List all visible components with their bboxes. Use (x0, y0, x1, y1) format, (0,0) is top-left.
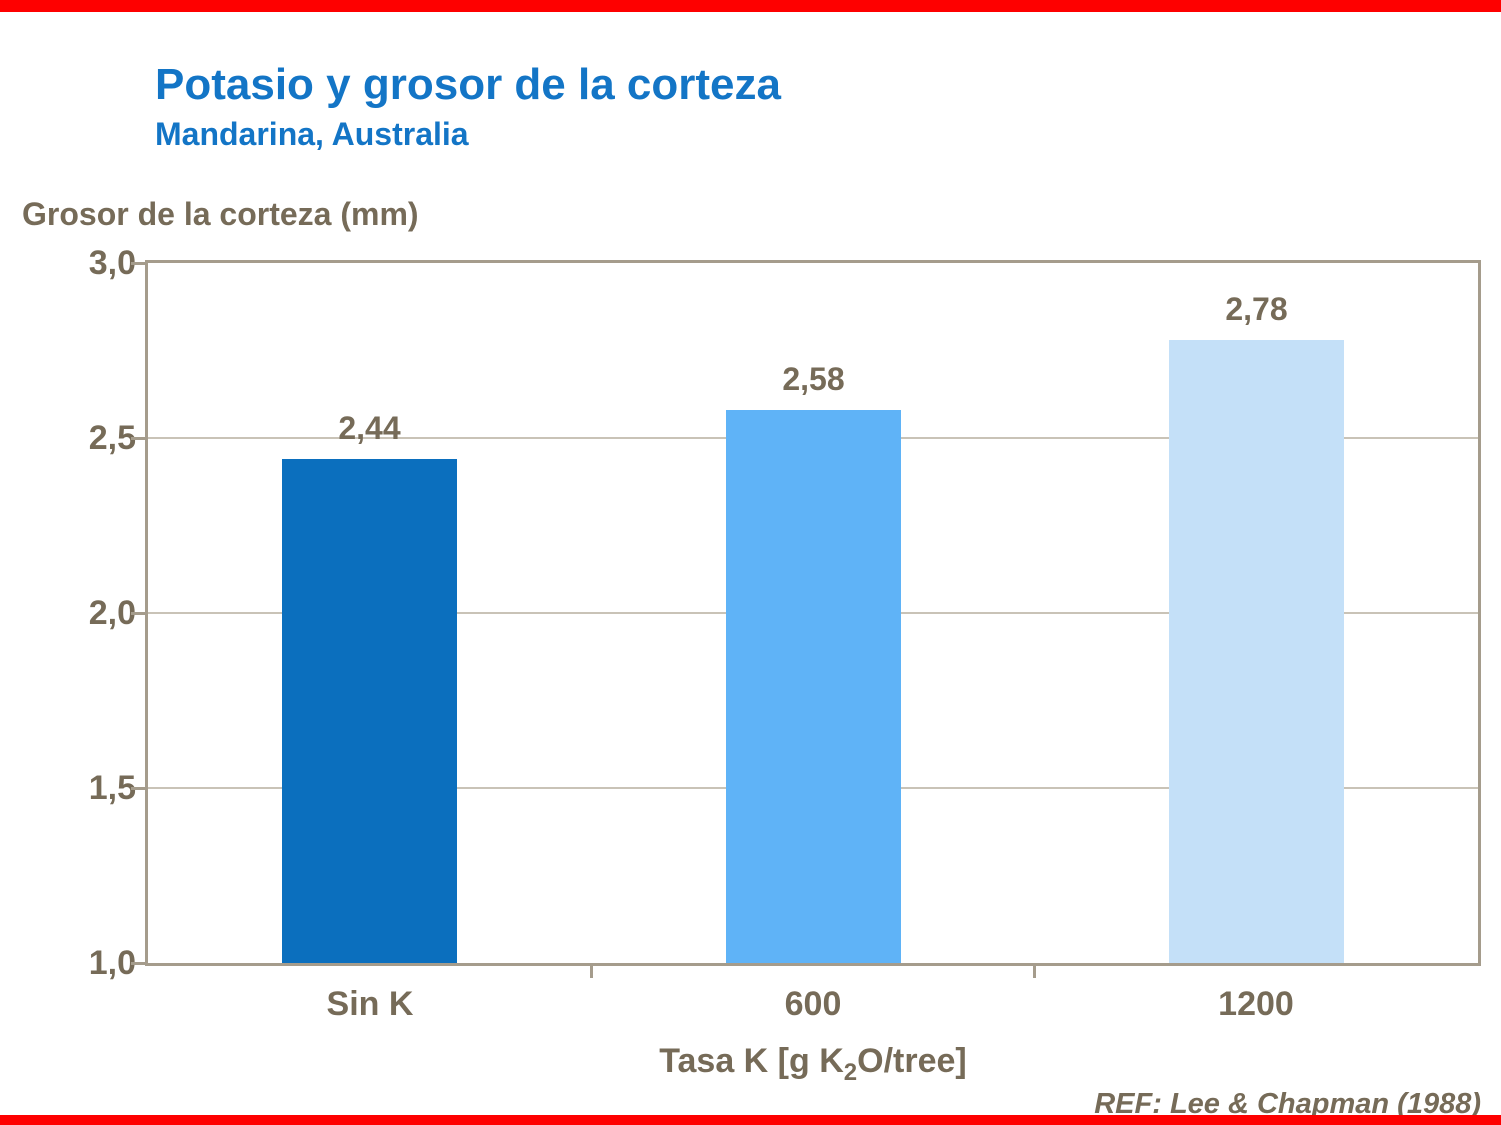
x-tick-mark-1 (590, 966, 593, 978)
y-tick-label-2: 2,0 (88, 594, 136, 632)
y-tick-mark-0 (131, 262, 145, 265)
x-tick-mark-2 (1033, 966, 1036, 978)
y-tick-mark-3 (131, 787, 145, 790)
top-accent-bar (0, 0, 1501, 12)
chart-title: Potasio y grosor de la corteza (155, 60, 781, 109)
bottom-accent-bar (0, 1115, 1501, 1125)
x-axis-title-post: O/tree] (857, 1042, 967, 1080)
plot-area: 2,44 2,58 2,78 (145, 260, 1481, 966)
y-axis-label: Grosor de la corteza (mm) (22, 196, 419, 232)
reference-text: REF: Lee & Chapman (1988) (1094, 1088, 1481, 1120)
bar-value-0: 2,44 (338, 410, 401, 446)
y-tick-label-4: 1,0 (88, 944, 136, 982)
x-tick-label-1: 600 (784, 985, 842, 1023)
y-tick-mark-4 (131, 962, 145, 965)
bar-1200 (1169, 340, 1344, 963)
x-tick-label-2: 1200 (1218, 985, 1294, 1023)
bar-600 (726, 410, 901, 963)
x-tick-label-0: Sin K (326, 985, 414, 1023)
chart-subtitle: Mandarina, Australia (155, 116, 469, 152)
y-tick-label-3: 1,5 (88, 769, 136, 807)
x-axis-title-sub: 2 (843, 1058, 858, 1086)
x-axis-title-pre: Tasa K [g K (659, 1042, 844, 1080)
bar-value-1: 2,58 (782, 361, 845, 397)
x-axis-title: Tasa K [g K2O/tree] (148, 1042, 1478, 1087)
y-tick-label-0: 3,0 (88, 244, 136, 282)
y-tick-label-1: 2,5 (88, 419, 136, 457)
y-tick-mark-2 (131, 612, 145, 615)
bar-sin-k (282, 459, 457, 963)
bar-value-2: 2,78 (1225, 291, 1288, 327)
y-tick-mark-1 (131, 437, 145, 440)
